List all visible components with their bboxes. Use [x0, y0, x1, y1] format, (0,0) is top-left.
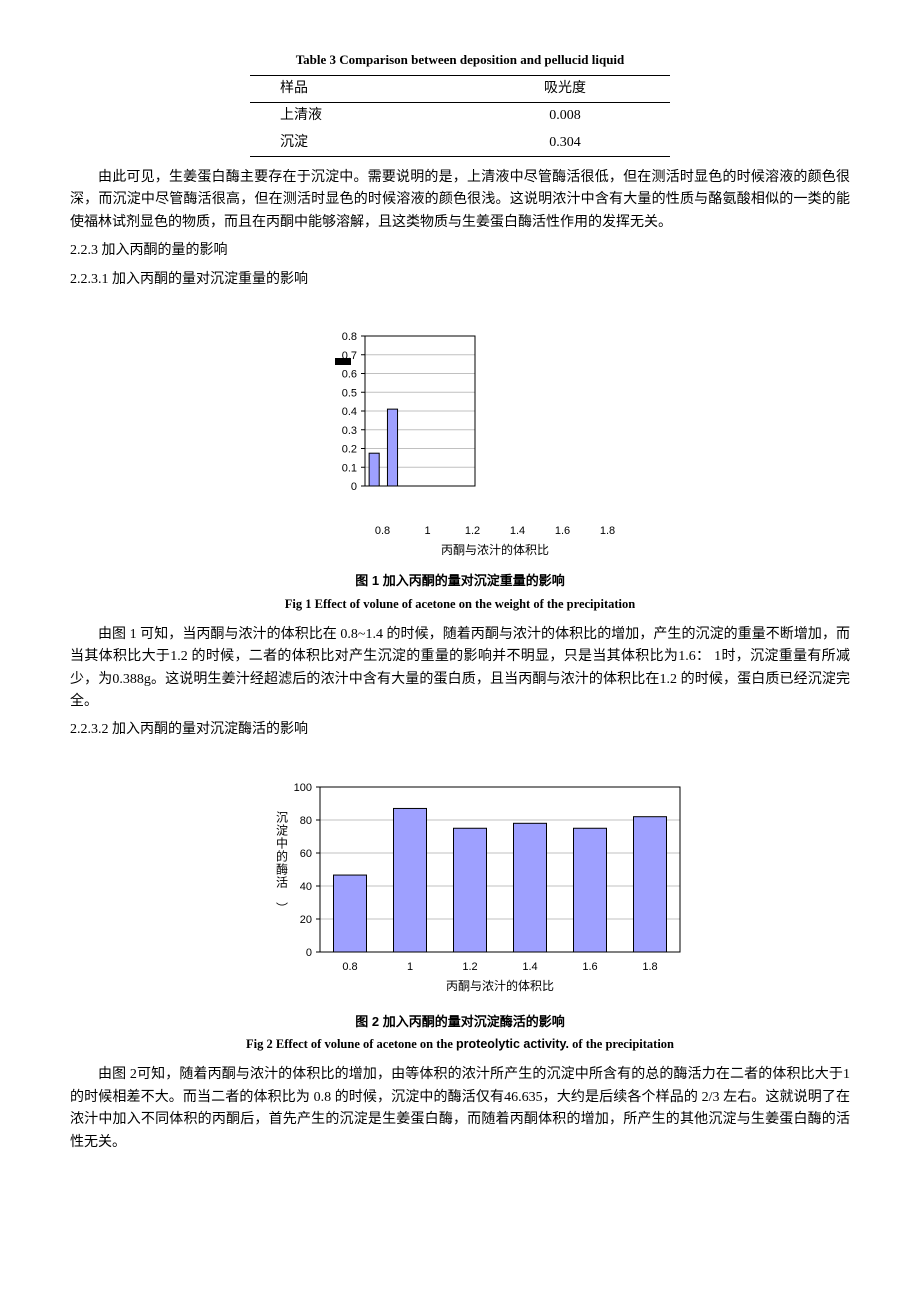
svg-text:丙酮与浓汁的体积比: 丙酮与浓汁的体积比 — [441, 542, 549, 557]
svg-text:淀: 淀 — [276, 823, 288, 837]
figure-2-chart: 0 20 40 60 80 100 0.8 1 1.2 1.4 1.6 1.8 丙酮与浓汁的体积比 沉淀中… — [70, 772, 850, 1002]
figure-caption-en: Fig 1 Effect of volune of acetone on the… — [70, 594, 850, 614]
table-cell: 上清液 — [250, 103, 460, 130]
svg-text:0.4: 0.4 — [342, 406, 357, 418]
figure-1-chart: 00.10.20.30.40.50.60.70.80.811.21.41.61.… — [70, 321, 850, 561]
svg-text:1.8: 1.8 — [600, 525, 615, 537]
svg-text:的: 的 — [276, 848, 288, 863]
paragraph: 由此可见，生姜蛋白酶主要存在于沉淀中。需要说明的是，上清液中尽管酶活很低，但在测… — [70, 167, 850, 234]
section-heading: 2.2.3.1 加入丙酮的量对沉淀重量的影响 — [70, 269, 850, 291]
caption-text: proteolytic activity. — [456, 1037, 569, 1051]
svg-text:40: 40 — [300, 881, 312, 893]
svg-text:酶: 酶 — [276, 861, 288, 876]
svg-text:0.8: 0.8 — [342, 331, 357, 343]
paragraph: 由图 2可知，随着丙酮与浓汁的体积比的增加，由等体积的浓汁所产生的沉淀中所含有的… — [70, 1064, 850, 1154]
figure-caption-en: Fig 2 Effect of volune of acetone on the… — [70, 1034, 850, 1054]
svg-text:1: 1 — [424, 525, 430, 537]
svg-text:100: 100 — [294, 782, 312, 794]
svg-text:丙酮与浓汁的体积比: 丙酮与浓汁的体积比 — [446, 978, 554, 993]
comparison-table: 样品 吸光度 上清液 0.008 沉淀 0.304 — [250, 75, 670, 157]
table-header: 样品 — [250, 75, 460, 102]
svg-text:0.8: 0.8 — [375, 525, 390, 537]
svg-text:1.2: 1.2 — [462, 961, 477, 973]
bar-chart: 00.10.20.30.40.50.60.70.80.811.21.41.61.… — [280, 321, 640, 561]
svg-text:1.6: 1.6 — [582, 961, 597, 973]
section-heading: 2.2.3 加入丙酮的量的影响 — [70, 240, 850, 262]
table-cell: 沉淀 — [250, 130, 460, 157]
section-heading: 2.2.3.2 加入丙酮的量对沉淀酶活的影响 — [70, 719, 850, 741]
svg-text:︶: ︶ — [276, 901, 288, 915]
svg-text:60: 60 — [300, 848, 312, 860]
svg-text:0.5: 0.5 — [342, 387, 357, 399]
table-header: 吸光度 — [460, 75, 670, 102]
svg-text:1.4: 1.4 — [510, 525, 525, 537]
table-caption: Table 3 Comparison between deposition an… — [70, 50, 850, 71]
caption-text: of the precipitation — [569, 1037, 674, 1051]
paragraph: 由图 1 可知，当丙酮与浓汁的体积比在 0.8~1.4 的时候，随着丙酮与浓汁的… — [70, 624, 850, 714]
figure-caption-cn: 图 2 加入丙酮的量对沉淀酶活的影响 — [70, 1012, 850, 1033]
svg-text:1.2: 1.2 — [465, 525, 480, 537]
table-cell: 0.304 — [460, 130, 670, 157]
svg-text:0.2: 0.2 — [342, 443, 357, 455]
table-row: 上清液 0.008 — [250, 103, 670, 130]
svg-text:活: 活 — [276, 875, 288, 889]
svg-text:80: 80 — [300, 815, 312, 827]
svg-text:1: 1 — [407, 961, 413, 973]
svg-text:0.6: 0.6 — [342, 368, 357, 380]
table-cell: 0.008 — [460, 103, 670, 130]
table-row: 沉淀 0.304 — [250, 130, 670, 157]
svg-text:0.1: 0.1 — [342, 462, 357, 474]
svg-text:0.3: 0.3 — [342, 425, 357, 437]
svg-text:1.8: 1.8 — [642, 961, 657, 973]
svg-text:中: 中 — [276, 835, 288, 850]
svg-text:1.4: 1.4 — [522, 961, 537, 973]
svg-text:1.6: 1.6 — [555, 525, 570, 537]
bar-chart: 0 20 40 60 80 100 0.8 1 1.2 1.4 1.6 1.8 丙酮与浓汁的体积比 沉淀中… — [220, 772, 700, 1002]
svg-text:沉: 沉 — [276, 810, 288, 824]
svg-text:0.8: 0.8 — [342, 961, 357, 973]
svg-text:20: 20 — [300, 914, 312, 926]
svg-text:0: 0 — [351, 481, 357, 493]
figure-caption-cn: 图 1 加入丙酮的量对沉淀重量的影响 — [70, 571, 850, 592]
svg-text:0: 0 — [306, 947, 312, 959]
caption-text: Fig 2 Effect of volune of acetone on the — [246, 1037, 456, 1051]
